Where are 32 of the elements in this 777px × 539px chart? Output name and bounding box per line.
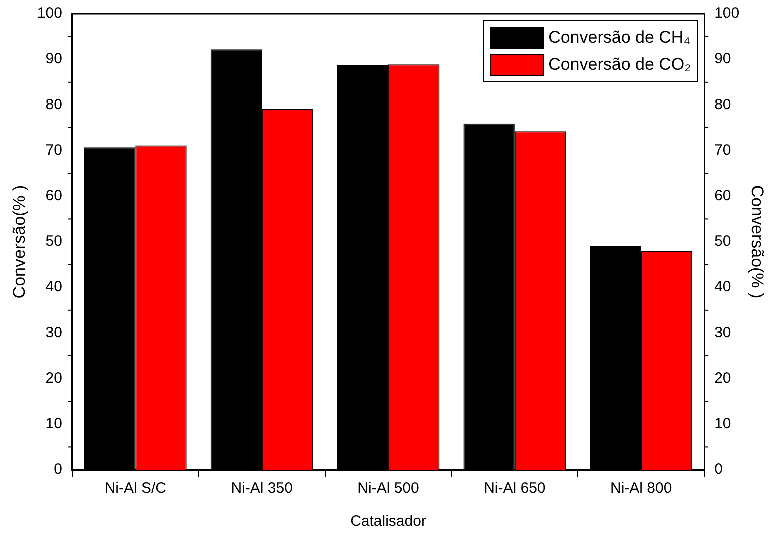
y2-tick-label: 0 bbox=[714, 461, 723, 478]
x-tick-label: Ni-Al 350 bbox=[231, 480, 293, 498]
y2-tick-label: 10 bbox=[714, 416, 732, 433]
x-tick-label: Ni-Al 800 bbox=[610, 480, 672, 498]
y2-tick-label: 60 bbox=[714, 188, 732, 205]
x-axis-title: Catalisador bbox=[350, 513, 426, 530]
y2-tick-label: 20 bbox=[714, 370, 732, 387]
y-tick-label: 40 bbox=[46, 278, 62, 296]
y-tick-label: 80 bbox=[46, 96, 62, 114]
legend-label: Conversão de CH₄ bbox=[548, 28, 691, 48]
x-tick-label: Ni-Al 500 bbox=[358, 480, 420, 498]
x-tick-label: Ni-Al 650 bbox=[484, 480, 546, 498]
y-tick-label: 100 bbox=[37, 5, 62, 22]
y2-tick-label: 100 bbox=[714, 5, 740, 22]
y2-tick-label: 40 bbox=[714, 278, 732, 296]
y-tick-label: 30 bbox=[46, 324, 62, 342]
y2-tick-label: 90 bbox=[714, 50, 732, 68]
y-tick-label: 50 bbox=[46, 233, 62, 250]
y-tick-label: 0 bbox=[54, 461, 62, 478]
y2-tick-label: 30 bbox=[714, 324, 732, 342]
y-axis-title: Conversão(% ) bbox=[10, 185, 29, 299]
y2-tick-label: 50 bbox=[714, 233, 732, 250]
y2-tick-label: 80 bbox=[714, 96, 732, 114]
y2-tick-label: 70 bbox=[714, 142, 732, 159]
y-tick-label: 70 bbox=[46, 142, 62, 159]
y-tick-label: 20 bbox=[46, 370, 62, 387]
legend-label: Conversão de CO₂ bbox=[548, 54, 692, 74]
y2-axis-title: Conversão(% ) bbox=[748, 185, 768, 299]
y-tick-label: 60 bbox=[46, 188, 62, 205]
y-tick-label: 90 bbox=[46, 50, 62, 68]
x-tick-label: Ni-Al S/C bbox=[104, 480, 167, 498]
y-tick-label: 10 bbox=[46, 416, 62, 433]
